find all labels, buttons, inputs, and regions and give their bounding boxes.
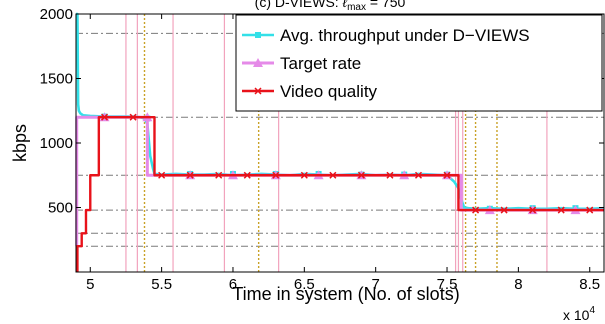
data-point [158,171,166,179]
data-point [255,32,261,38]
y-tick-label: 2000 [40,6,73,23]
chart-title-group: (c) D-VIEWS: ℓmax = 750 [255,0,406,13]
chart-title-prefix: (c) D-VIEWS: [255,0,343,10]
data-point [300,171,308,179]
x-tick-label: 8.5 [579,276,600,293]
series-2 [76,113,604,272]
x-tick-label: 6.5 [294,276,315,293]
data-point [254,87,262,95]
data-point [386,171,394,179]
x-tick-label: 7 [372,276,380,293]
data-point [253,58,263,67]
y-tick-label: 1500 [40,71,73,88]
legend-entry: Avg. throughput under D−VIEWS [242,26,530,45]
legend-label: Avg. throughput under D−VIEWS [280,26,530,45]
x-axis-label: Time in system (No. of slots) [232,284,459,304]
series-line [76,115,604,272]
data-point [186,171,194,179]
y-tick-label: 500 [48,200,73,217]
legend-entry: Video quality [242,82,378,101]
legend-entry: Target rate [242,54,361,73]
chart-title-suffix: = 750 [366,0,406,10]
legend-label: Target rate [280,54,361,73]
x-axis-multiplier: x 104 [563,305,595,323]
legend: Avg. throughput under D−VIEWS Target rate… [235,14,603,112]
data-point [329,171,337,179]
data-point [129,113,137,121]
x-tick-label: 5 [86,276,94,293]
chart-title-symbol: ℓ [342,0,348,10]
legend-box [235,14,603,112]
data-point [586,206,594,214]
data-point [215,171,223,179]
x-tick-label: 5.5 [151,276,172,293]
x-tick-label: 6 [229,276,237,293]
data-point [529,206,537,214]
data-point [101,113,109,121]
series-line [75,115,604,248]
data-point [243,171,251,179]
x-axis-multiplier-base: x 10 [563,307,590,323]
data-point [272,171,280,179]
series-layer [75,12,605,272]
data-point [500,206,508,214]
x-axis-multiplier-exponent: 4 [589,305,595,316]
x-tick-label: 7.5 [437,276,458,293]
data-point [443,171,451,179]
data-point [472,206,480,214]
axes: 5 5.5 6 6.5 7 7.5 8 8.5 500 1000 1500 2000 [40,6,604,293]
data-point [557,206,565,214]
x-tick-label: 8 [514,276,522,293]
data-point [357,171,365,179]
y-tick-label: 1000 [40,135,73,152]
chart-title: (c) D-VIEWS: ℓmax = 750 [255,0,406,13]
legend-label: Video quality [280,82,378,101]
chart-title-subscript: max [347,2,366,13]
y-axis-label: kbps [10,124,30,162]
data-point [414,171,423,179]
